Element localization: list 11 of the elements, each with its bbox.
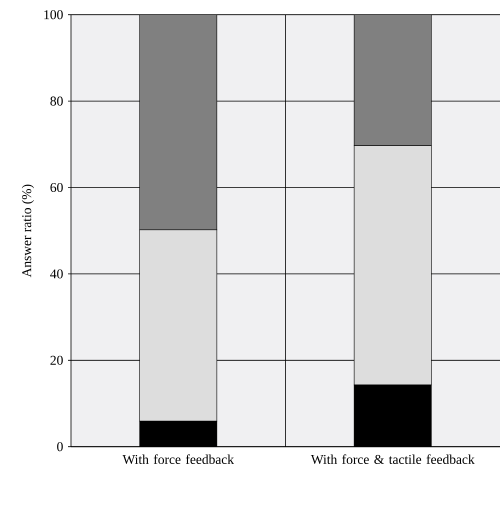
x-tick-label: With force feedback xyxy=(122,454,234,464)
x-tick-label: With force & tactile feedback xyxy=(310,454,475,464)
y-tick-label: 40 xyxy=(50,269,63,278)
y-tick-label: 80 xyxy=(50,96,63,106)
bar xyxy=(354,14,432,146)
y-tick-label: 100 xyxy=(44,10,63,20)
y-tick-label: 0 xyxy=(57,442,63,452)
y-tick-label: 20 xyxy=(50,356,63,365)
y-axis-title: Answer ratio (%) xyxy=(22,184,34,278)
bar xyxy=(139,14,218,230)
y-tick-label: 60 xyxy=(50,182,63,192)
